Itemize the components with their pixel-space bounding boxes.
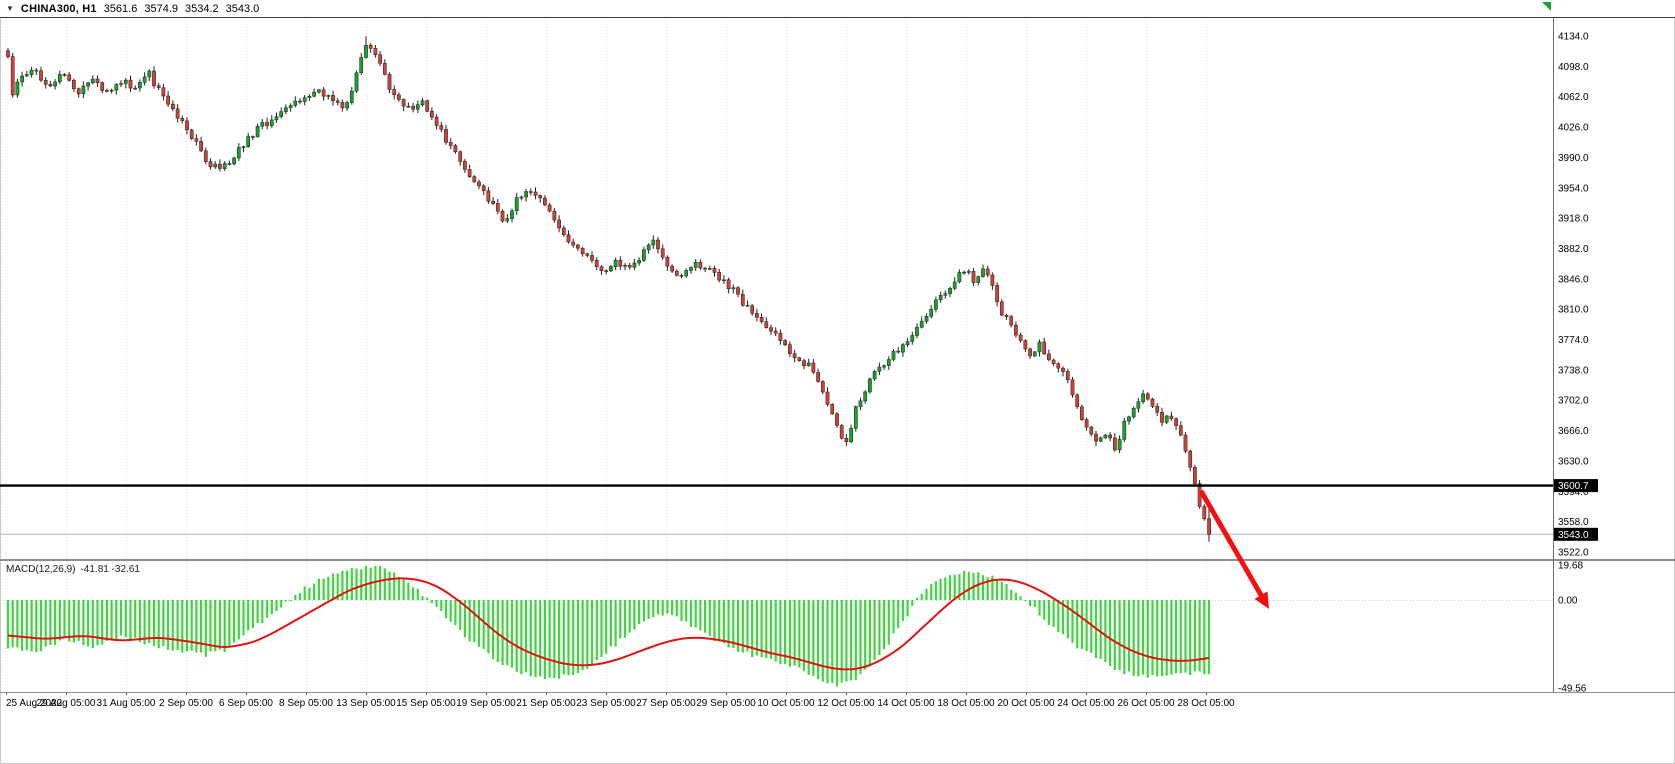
svg-text:29 Aug 05:00: 29 Aug 05:00: [37, 698, 96, 709]
svg-text:10 Oct 05:00: 10 Oct 05:00: [757, 698, 815, 709]
svg-text:4134.0: 4134.0: [1558, 32, 1589, 43]
svg-text:3738.0: 3738.0: [1558, 365, 1589, 376]
svg-text:3558.0: 3558.0: [1558, 517, 1589, 528]
svg-text:23 Sep 05:00: 23 Sep 05:00: [576, 698, 636, 709]
svg-text:3846.0: 3846.0: [1558, 274, 1589, 285]
symbol-timeframe-label: CHINA300, H1: [20, 2, 97, 15]
svg-text:3810.0: 3810.0: [1558, 305, 1589, 316]
svg-text:18 Oct 05:00: 18 Oct 05:00: [937, 698, 995, 709]
svg-text:25 Aug 2022: 25 Aug 2022: [6, 698, 63, 709]
svg-text:4026.0: 4026.0: [1558, 123, 1589, 134]
svg-text:21 Sep 05:00: 21 Sep 05:00: [516, 698, 576, 709]
svg-text:3990.0: 3990.0: [1558, 153, 1589, 164]
svg-text:-49.56: -49.56: [1558, 684, 1587, 695]
svg-text:26 Oct 05:00: 26 Oct 05:00: [1117, 698, 1175, 709]
svg-text:3600.7: 3600.7: [1558, 481, 1589, 492]
svg-text:3666.0: 3666.0: [1558, 426, 1589, 437]
macd-histogram: [6, 565, 1211, 687]
svg-text:8 Sep 05:00: 8 Sep 05:00: [279, 698, 333, 709]
svg-text:0.00: 0.00: [1558, 596, 1578, 607]
level-price-badge: 3600.7: [1554, 479, 1598, 493]
ohlc-close-value: 3543.0: [225, 2, 260, 15]
svg-text:3630.0: 3630.0: [1558, 456, 1589, 467]
svg-text:6 Sep 05:00: 6 Sep 05:00: [219, 698, 273, 709]
svg-text:15 Sep 05:00: 15 Sep 05:00: [396, 698, 456, 709]
svg-text:3774.0: 3774.0: [1558, 335, 1589, 346]
ohlc-high-value: 3574.9: [144, 2, 178, 15]
svg-text:3702.0: 3702.0: [1558, 396, 1589, 407]
svg-text:3543.0: 3543.0: [1558, 530, 1589, 541]
macd-values: -41.81 -32.61: [80, 564, 140, 575]
svg-text:3882.0: 3882.0: [1558, 244, 1589, 255]
svg-text:4062.0: 4062.0: [1558, 92, 1589, 103]
svg-text:19 Sep 05:00: 19 Sep 05:00: [456, 698, 516, 709]
macd-indicator-label: MACD(12,26,9) -41.81 -32.61: [6, 564, 145, 575]
bid-price-badge: 3543.0: [1554, 527, 1598, 541]
candle-wicks-layer: [7, 36, 1210, 542]
ohlc-open-value: 3561.6: [103, 2, 138, 15]
symbol-dropdown-icon[interactable]: ▼: [6, 3, 14, 13]
svg-text:31 Aug 05:00: 31 Aug 05:00: [97, 698, 156, 709]
svg-text:13 Sep 05:00: 13 Sep 05:00: [336, 698, 396, 709]
candle-bodies-layer: [6, 44, 1211, 535]
svg-text:28 Oct 05:00: 28 Oct 05:00: [1177, 698, 1235, 709]
svg-text:19.68: 19.68: [1558, 561, 1583, 572]
svg-text:2 Sep 05:00: 2 Sep 05:00: [159, 698, 213, 709]
chart-header: ▼ CHINA300, H1 3561.6 3574.9 3534.2 3543…: [0, 0, 1675, 18]
ohlc-low-value: 3534.2: [185, 2, 219, 15]
svg-text:3954.0: 3954.0: [1558, 183, 1589, 194]
chart-shift-marker-icon[interactable]: [1542, 2, 1551, 11]
svg-text:4098.0: 4098.0: [1558, 62, 1589, 73]
svg-text:29 Sep 05:00: 29 Sep 05:00: [696, 698, 756, 709]
svg-text:3522.0: 3522.0: [1558, 548, 1589, 559]
svg-text:3594.0: 3594.0: [1558, 487, 1589, 498]
macd-signal-line: [7, 577, 1210, 671]
price-axis-labels: 4134.0 4098.0 4062.0 4026.0 3990.0 3954.0 3918…: [1558, 32, 1589, 695]
svg-text:3918.0: 3918.0: [1558, 214, 1589, 225]
trend-arrow-head[interactable]: [1254, 591, 1270, 609]
svg-text:27 Sep 05:00: 27 Sep 05:00: [636, 698, 696, 709]
svg-text:14 Oct 05:00: 14 Oct 05:00: [877, 698, 935, 709]
trend-arrow-shaft[interactable]: [1198, 489, 1267, 602]
svg-text:12 Oct 05:00: 12 Oct 05:00: [817, 698, 875, 709]
svg-text:20 Oct 05:00: 20 Oct 05:00: [997, 698, 1055, 709]
macd-name: MACD(12,26,9): [6, 564, 76, 575]
svg-text:24 Oct 05:00: 24 Oct 05:00: [1057, 698, 1115, 709]
